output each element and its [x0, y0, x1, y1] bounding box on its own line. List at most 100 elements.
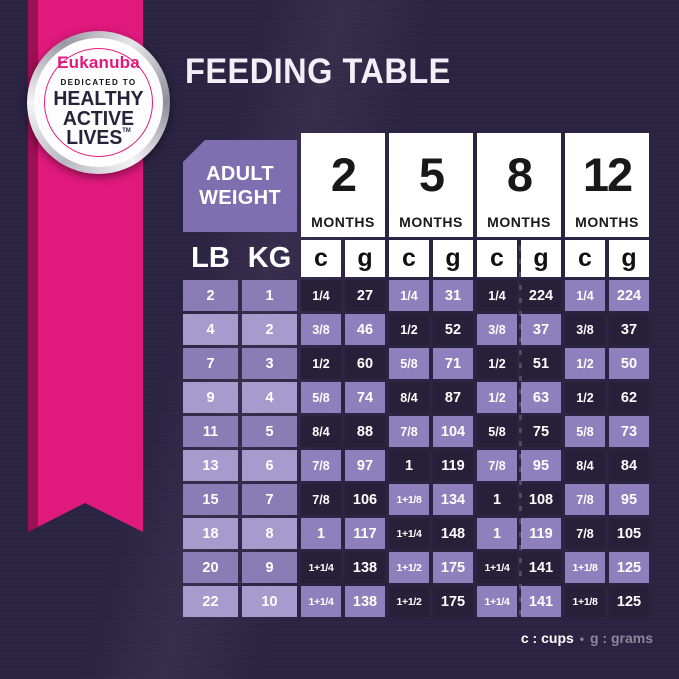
table-row: 18 8 1 117 1+1/4 148 1 119 7/8 105	[183, 518, 649, 549]
table-row: 7 3 1/2 60 5/8 71 1/2 51 1/2 50	[183, 348, 649, 379]
trademark-mark: TM	[122, 128, 131, 135]
unit-header-c-5mo: c	[389, 240, 429, 277]
feeding-value-cell: 52	[433, 314, 473, 345]
feeding-value-cell: 50	[609, 348, 649, 379]
feeding-value-cell: 3/8	[565, 314, 605, 345]
slogan-line-2: ACTIVE	[62, 107, 135, 130]
feeding-value-cell: 3/8	[301, 314, 341, 345]
feeding-value-cell: 7/8	[301, 484, 341, 515]
month-number: 12	[582, 148, 633, 201]
feeding-value-cell: 104	[433, 416, 473, 447]
feeding-value-cell: 1	[477, 518, 517, 549]
month-number: 5	[418, 148, 445, 201]
feeding-value-cell: 88	[345, 416, 385, 447]
month-number: 8	[506, 148, 533, 201]
weight-lb-cell: 7	[183, 348, 238, 379]
feeding-value-cell: 1/2	[389, 314, 429, 345]
feeding-value-cell: 1/4	[301, 280, 341, 311]
feeding-value-cell: 1+1/8	[565, 586, 605, 617]
month-header-5: 5 MONTHS	[389, 133, 473, 237]
table-row: 4 2 3/8 46 1/2 52 3/8 37 3/8 37	[183, 314, 649, 345]
feeding-value-cell: 134	[433, 484, 473, 515]
month-label: MONTHS	[487, 214, 551, 230]
weight-kg-cell: 3	[242, 348, 297, 379]
feeding-value-cell: 119	[521, 518, 561, 549]
feeding-value-cell: 37	[609, 314, 649, 345]
feeding-value-cell: 5/8	[477, 416, 517, 447]
table-row: 11 5 8/4 88 7/8 104 5/8 75 5/8 73	[183, 416, 649, 447]
feeding-value-cell: 1+1/4	[301, 552, 341, 583]
table-row: 9 4 5/8 74 8/4 87 1/2 63 1/2 62	[183, 382, 649, 413]
weight-lb-cell: 20	[183, 552, 238, 583]
page-title: FEEDING TABLE	[185, 52, 451, 91]
feeding-value-cell: 97	[345, 450, 385, 481]
feeding-value-cell: 141	[521, 586, 561, 617]
adult-weight-header: ADULT WEIGHT	[183, 140, 297, 232]
feeding-value-cell: 75	[521, 416, 561, 447]
month-label: MONTHS	[311, 214, 375, 230]
feeding-value-cell: 1+1/4	[301, 586, 341, 617]
weight-kg-cell: 9	[242, 552, 297, 583]
feeding-value-cell: 1	[389, 450, 429, 481]
unit-header-c-8mo: c	[477, 240, 517, 277]
feeding-value-cell: 1+1/2	[389, 552, 429, 583]
feeding-value-cell: 51	[521, 348, 561, 379]
feeding-value-cell: 1+1/8	[565, 552, 605, 583]
grams-legend: g : grams	[589, 630, 653, 646]
feeding-value-cell: 27	[345, 280, 385, 311]
feeding-value-cell: 1/4	[389, 280, 429, 311]
feeding-value-cell: 7/8	[389, 416, 429, 447]
weight-lb-cell: 4	[183, 314, 238, 345]
month-label: MONTHS	[399, 214, 463, 230]
month-label: MONTHS	[575, 214, 639, 230]
feeding-value-cell: 7/8	[477, 450, 517, 481]
feeding-value-cell: 1+1/4	[389, 518, 429, 549]
feeding-value-cell: 5/8	[565, 416, 605, 447]
weight-lb-cell: 11	[183, 416, 238, 447]
feeding-value-cell: 1/2	[565, 348, 605, 379]
unit-header-g-5mo: g	[433, 240, 473, 277]
slogan-line-3: LIVES	[66, 127, 123, 150]
weight-kg-cell: 6	[242, 450, 297, 481]
feeding-value-cell: 125	[609, 552, 649, 583]
legend-separator: •	[579, 632, 584, 646]
feeding-value-cell: 1/2	[301, 348, 341, 379]
adult-weight-line-2: WEIGHT	[199, 187, 281, 209]
feeding-value-cell: 31	[433, 280, 473, 311]
month-header-8: 8 MONTHS	[477, 133, 561, 237]
feeding-value-cell: 1+1/2	[389, 586, 429, 617]
units-legend: c : cups • g : grams	[521, 630, 653, 646]
feeding-value-cell: 71	[433, 348, 473, 379]
weight-lb-cell: 15	[183, 484, 238, 515]
weight-kg-cell: 1	[242, 280, 297, 311]
feeding-value-cell: 119	[433, 450, 473, 481]
feeding-value-cell: 106	[345, 484, 385, 515]
feeding-value-cell: 46	[345, 314, 385, 345]
feeding-value-cell: 37	[521, 314, 561, 345]
feeding-value-cell: 1/4	[565, 280, 605, 311]
feeding-value-cell: 138	[345, 552, 385, 583]
feeding-value-cell: 141	[521, 552, 561, 583]
table-body: 2 1 1/4 27 1/4 31 1/4 224 1/4 224 4 2 3/8 46 1/2 52 3/8 3…	[183, 280, 649, 617]
feeding-value-cell: 175	[433, 586, 473, 617]
weight-lb-cell: 18	[183, 518, 238, 549]
feeding-value-cell: 1/2	[477, 348, 517, 379]
weight-lb-cell: 13	[183, 450, 238, 481]
feeding-value-cell: 1+1/4	[477, 586, 517, 617]
feeding-value-cell: 87	[433, 382, 473, 413]
feeding-value-cell: 1/4	[477, 280, 517, 311]
cups-legend: c : cups	[520, 630, 574, 646]
weight-kg-cell: 4	[242, 382, 297, 413]
feeding-value-cell: 8/4	[389, 382, 429, 413]
table-row: 13 6 7/8 97 1 119 7/8 95 8/4 84	[183, 450, 649, 481]
adult-weight-line-1: ADULT	[206, 163, 274, 185]
feeding-value-cell: 84	[609, 450, 649, 481]
badge-face: Eukanuba DEDICATED TO HEALTHY ACTIVE LIV…	[34, 38, 163, 167]
month-number: 2	[330, 148, 357, 201]
table-row: 2 1 1/4 27 1/4 31 1/4 224 1/4 224	[183, 280, 649, 311]
table-row: 22 10 1+1/4 138 1+1/2 175 1+1/4 141 1+1/8 125	[183, 586, 649, 617]
badge-tagline: DEDICATED TO	[60, 78, 137, 87]
feeding-value-cell: 108	[521, 484, 561, 515]
weight-kg-cell: 5	[242, 416, 297, 447]
